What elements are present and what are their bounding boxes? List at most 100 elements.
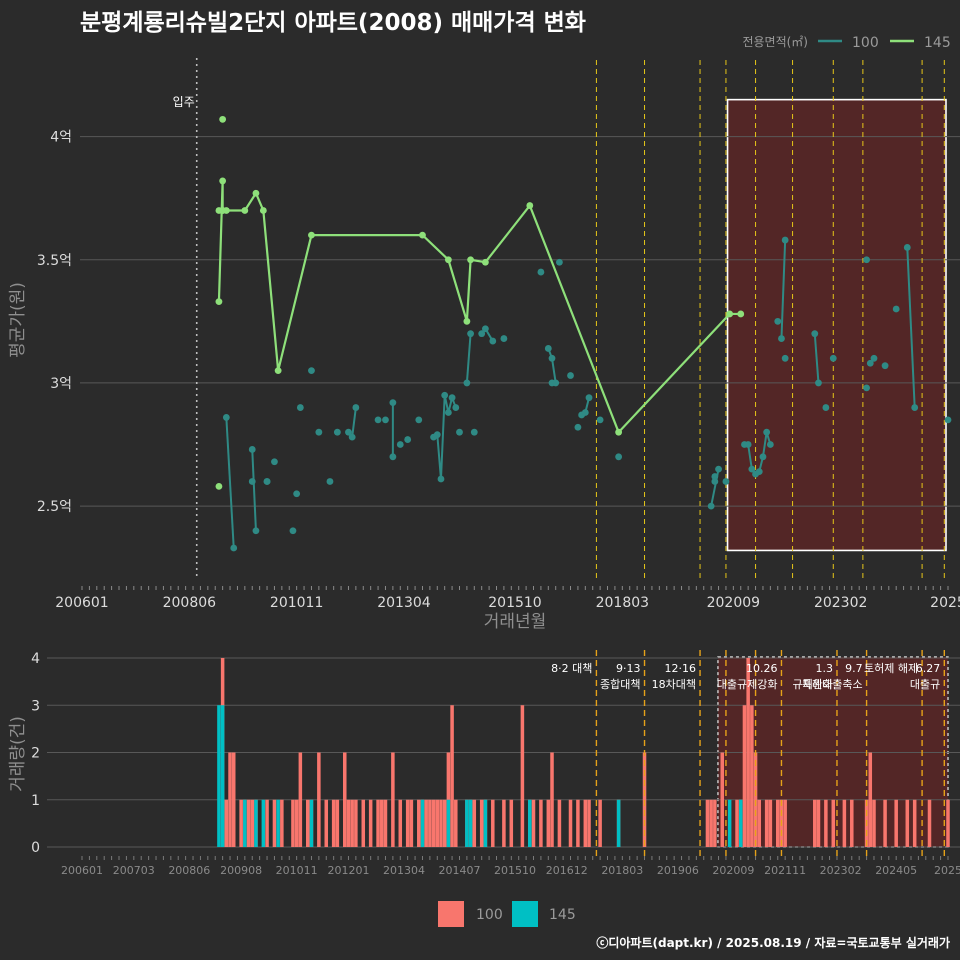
x-tick-label: 2025 xyxy=(930,595,960,611)
volume-bar-100 xyxy=(705,799,710,847)
series-100-point xyxy=(944,416,952,424)
policy-annotation: 특례대출축소 xyxy=(802,678,863,691)
series-145-point xyxy=(215,482,223,490)
volume-bar-100 xyxy=(905,799,910,847)
policy-annotation: 종합대책 xyxy=(600,678,640,691)
x-tick-label: 201304 xyxy=(377,595,431,611)
volume-bar-100 xyxy=(713,799,717,847)
series-100-point xyxy=(755,468,763,476)
volume-bar-100 xyxy=(439,799,443,847)
series-100-point xyxy=(815,379,822,387)
volume-bar-145 xyxy=(528,799,532,847)
legend-label-145-bar: 145 xyxy=(549,907,576,923)
policy-annotation: 규제완화 xyxy=(792,678,832,691)
series-100-point xyxy=(374,416,382,424)
volume-bar-100 xyxy=(598,799,602,847)
series-100-point xyxy=(548,379,556,387)
series-100-point xyxy=(441,391,449,399)
volume-bar-100 xyxy=(231,752,236,847)
volume-x-tick-label: 201407 xyxy=(438,864,480,877)
series-145-point xyxy=(419,231,426,239)
series-100-line xyxy=(906,247,916,408)
volume-bar-100 xyxy=(557,799,562,847)
legend-swatch-100-bar xyxy=(438,901,464,927)
volume-bar-100 xyxy=(294,799,299,847)
series-100-point xyxy=(248,478,256,485)
series-145-point xyxy=(259,207,267,214)
volume-bar-100 xyxy=(298,752,303,847)
volume-x-tick-label: 202009 xyxy=(712,864,754,877)
volume-x-tick-label: 202111 xyxy=(764,864,806,877)
volume-bar-100 xyxy=(472,799,477,847)
series-145-point xyxy=(215,298,223,306)
series-100-point xyxy=(866,359,874,367)
volume-x-tick-label: 200703 xyxy=(113,864,155,877)
volume-bar-100 xyxy=(927,799,932,847)
legend-title: 전용면적(㎡) xyxy=(742,35,808,49)
series-100-point xyxy=(470,428,478,436)
volume-bar-100 xyxy=(398,799,403,847)
series-100-point xyxy=(478,330,486,338)
series-100-point xyxy=(382,416,389,424)
x-axis-title: 거래년월 xyxy=(484,612,547,632)
volume-bar-100 xyxy=(816,799,821,847)
volume-bar-100 xyxy=(872,799,876,847)
series-100-point xyxy=(585,394,593,402)
volume-x-tick-label: 201201 xyxy=(327,864,369,877)
volume-bar-100 xyxy=(768,799,773,847)
volume-bar-145 xyxy=(483,799,488,847)
volume-bar-100 xyxy=(361,799,366,847)
series-100-point xyxy=(389,453,397,461)
volume-bar-100 xyxy=(539,799,543,847)
volume-bar-100 xyxy=(842,799,847,847)
volume-bar-100 xyxy=(391,752,395,847)
series-100-point xyxy=(537,268,545,276)
volume-bar-100 xyxy=(424,799,428,847)
y-tick-label: 4억 xyxy=(50,130,72,146)
volume-bar-100 xyxy=(531,799,536,847)
volume-bar-100 xyxy=(509,799,514,847)
series-145-point xyxy=(219,177,227,185)
highlight-region xyxy=(726,98,947,552)
series-100-point xyxy=(326,478,334,485)
series-100-point xyxy=(252,527,260,535)
volume-bar-100 xyxy=(479,799,484,847)
series-100-point xyxy=(481,325,489,333)
volume-bar-100 xyxy=(764,799,769,847)
volume-bar-100 xyxy=(550,752,554,847)
series-100-point xyxy=(396,441,404,448)
volume-x-tick-label: 200908 xyxy=(220,864,262,877)
volume-bar-100 xyxy=(435,799,440,847)
volume-x-tick-label: 2025 xyxy=(934,864,960,877)
series-100-point xyxy=(870,354,878,362)
volume-bar-100 xyxy=(912,799,917,847)
price-panel: 2.5억 3억 3.5억 4억 입주 200601 200806 201011 201304 20… xyxy=(8,35,960,632)
series-100-point xyxy=(778,335,785,342)
policy-annotation: 대출규 xyxy=(910,678,940,691)
series-100-point xyxy=(574,423,582,431)
series-100-point xyxy=(892,305,900,313)
policy-annotation: 10.26 xyxy=(746,662,778,675)
policy-annotation: 18차대책 xyxy=(652,678,696,691)
volume-bar-100 xyxy=(746,658,750,847)
volume-bar-100 xyxy=(742,705,747,847)
volume-bar-100 xyxy=(520,705,525,847)
volume-bar-100 xyxy=(454,799,458,847)
legend-label-100: 100 xyxy=(852,35,879,51)
series-100-point xyxy=(715,465,722,473)
series-100-point xyxy=(881,362,889,370)
volume-bar-145 xyxy=(616,799,621,847)
volume-bar-100 xyxy=(324,799,329,847)
volume-x-tick-label: 201011 xyxy=(276,864,318,877)
volume-bar-100 xyxy=(405,799,410,847)
series-145-point xyxy=(526,202,534,209)
series-100-point xyxy=(467,330,474,338)
volume-bar-100 xyxy=(831,799,836,847)
move-in-label: 입주 xyxy=(173,95,195,109)
volume-bar-100 xyxy=(720,752,725,847)
series-100-point xyxy=(333,428,341,436)
volume-bar-145 xyxy=(261,799,266,847)
volume-bar-100 xyxy=(343,752,347,847)
series-145-point xyxy=(737,310,745,318)
volume-bar-100 xyxy=(280,799,284,847)
